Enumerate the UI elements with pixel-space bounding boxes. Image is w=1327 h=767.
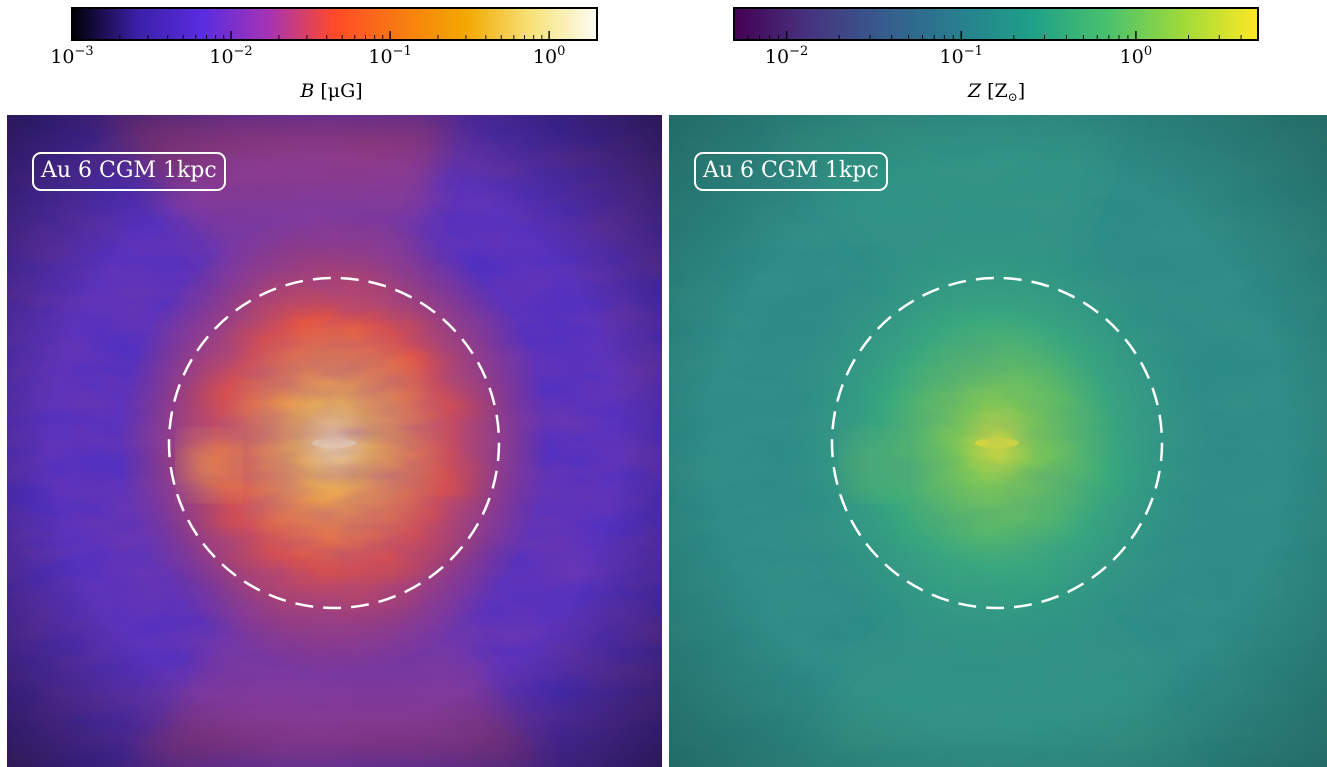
virial-radius-circle [167, 276, 501, 610]
colorbar-quantity: B [300, 80, 315, 102]
virial-radius-circle [830, 276, 1164, 610]
colorbar-tick-label: 10−2 [209, 44, 253, 68]
colorbar-tick-label: 100 [532, 44, 566, 68]
colorbar-tick-label: 10−3 [50, 44, 94, 68]
colorbar-quantity: Z [967, 80, 982, 102]
colorbar-z: 10−2 10−1 100 Z [Z⊙] [666, 0, 1327, 115]
colorbar-unit: μG [327, 80, 356, 102]
colorbar-label: Z [Z⊙] [967, 80, 1026, 104]
projection-map: Au 6 CGM 1kpc [7, 115, 662, 767]
halo-label-badge: Au 6 CGM 1kpc [32, 152, 226, 191]
colorbar-label: B [μG] [300, 80, 363, 102]
colorbar-tick-label: 10−2 [764, 44, 809, 68]
projection-map: Au 6 CGM 1kpc [669, 115, 1327, 767]
halo-label-badge: Au 6 CGM 1kpc [694, 152, 888, 191]
colorbar-gradient [733, 7, 1259, 41]
colorbar-tick-label: 10−1 [939, 44, 983, 68]
colorbar-bar [71, 7, 598, 41]
colorbar-b: 10−3 10−2 10−1 100 B [μG] [0, 0, 663, 115]
colorbar-unit-sub: ⊙ [1007, 90, 1018, 104]
colorbar-unit: Z [994, 80, 1008, 102]
edge-vignette [669, 115, 1327, 767]
colorbar-tick-label: 100 [1119, 44, 1153, 68]
edge-vignette [7, 115, 662, 767]
colorbar-tick-label: 10−1 [368, 44, 412, 68]
colorbar-bar [733, 7, 1259, 41]
map-image [7, 115, 662, 767]
colorbar-gradient [71, 7, 598, 41]
map-image [669, 115, 1327, 767]
